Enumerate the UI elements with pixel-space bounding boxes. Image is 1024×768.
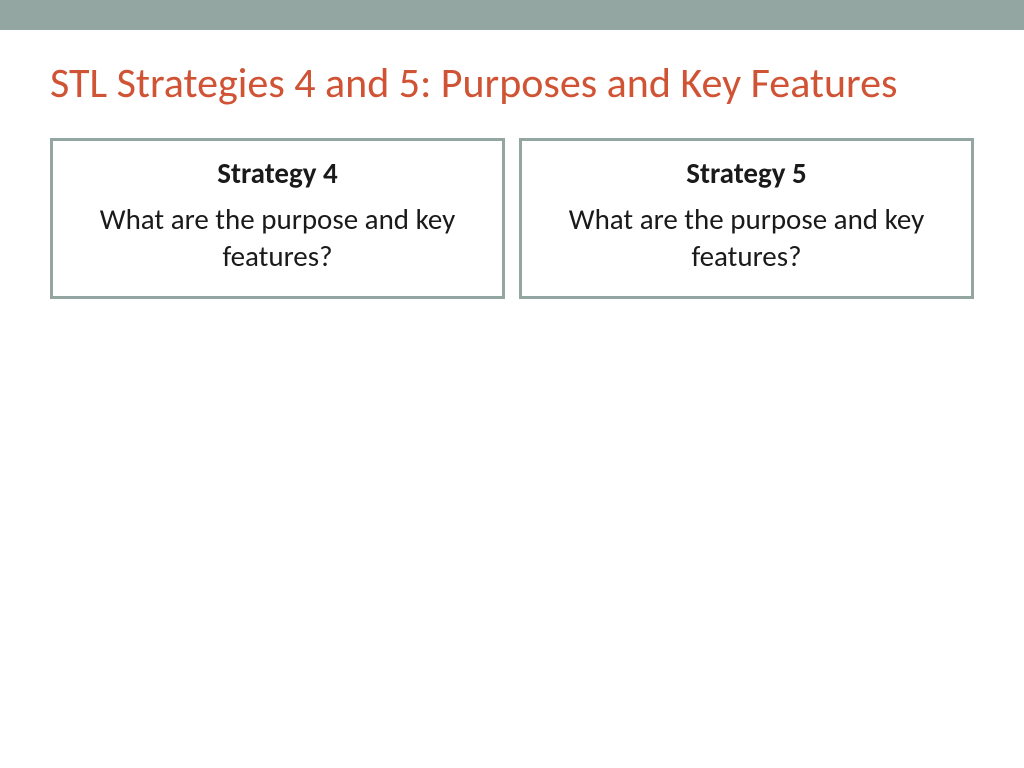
strategy-5-heading: Strategy 5 bbox=[542, 155, 951, 191]
strategy-box-5: Strategy 5 What are the purpose and key … bbox=[519, 138, 974, 299]
strategy-boxes-row: Strategy 4 What are the purpose and key … bbox=[50, 138, 974, 299]
slide-content: STL Strategies 4 and 5: Purposes and Key… bbox=[0, 30, 1024, 299]
top-accent-bar bbox=[0, 0, 1024, 30]
strategy-4-heading: Strategy 4 bbox=[73, 155, 482, 191]
strategy-4-question: What are the purpose and key features? bbox=[73, 201, 482, 274]
slide-title: STL Strategies 4 and 5: Purposes and Key… bbox=[50, 60, 974, 108]
strategy-5-question: What are the purpose and key features? bbox=[542, 201, 951, 274]
strategy-box-4: Strategy 4 What are the purpose and key … bbox=[50, 138, 505, 299]
